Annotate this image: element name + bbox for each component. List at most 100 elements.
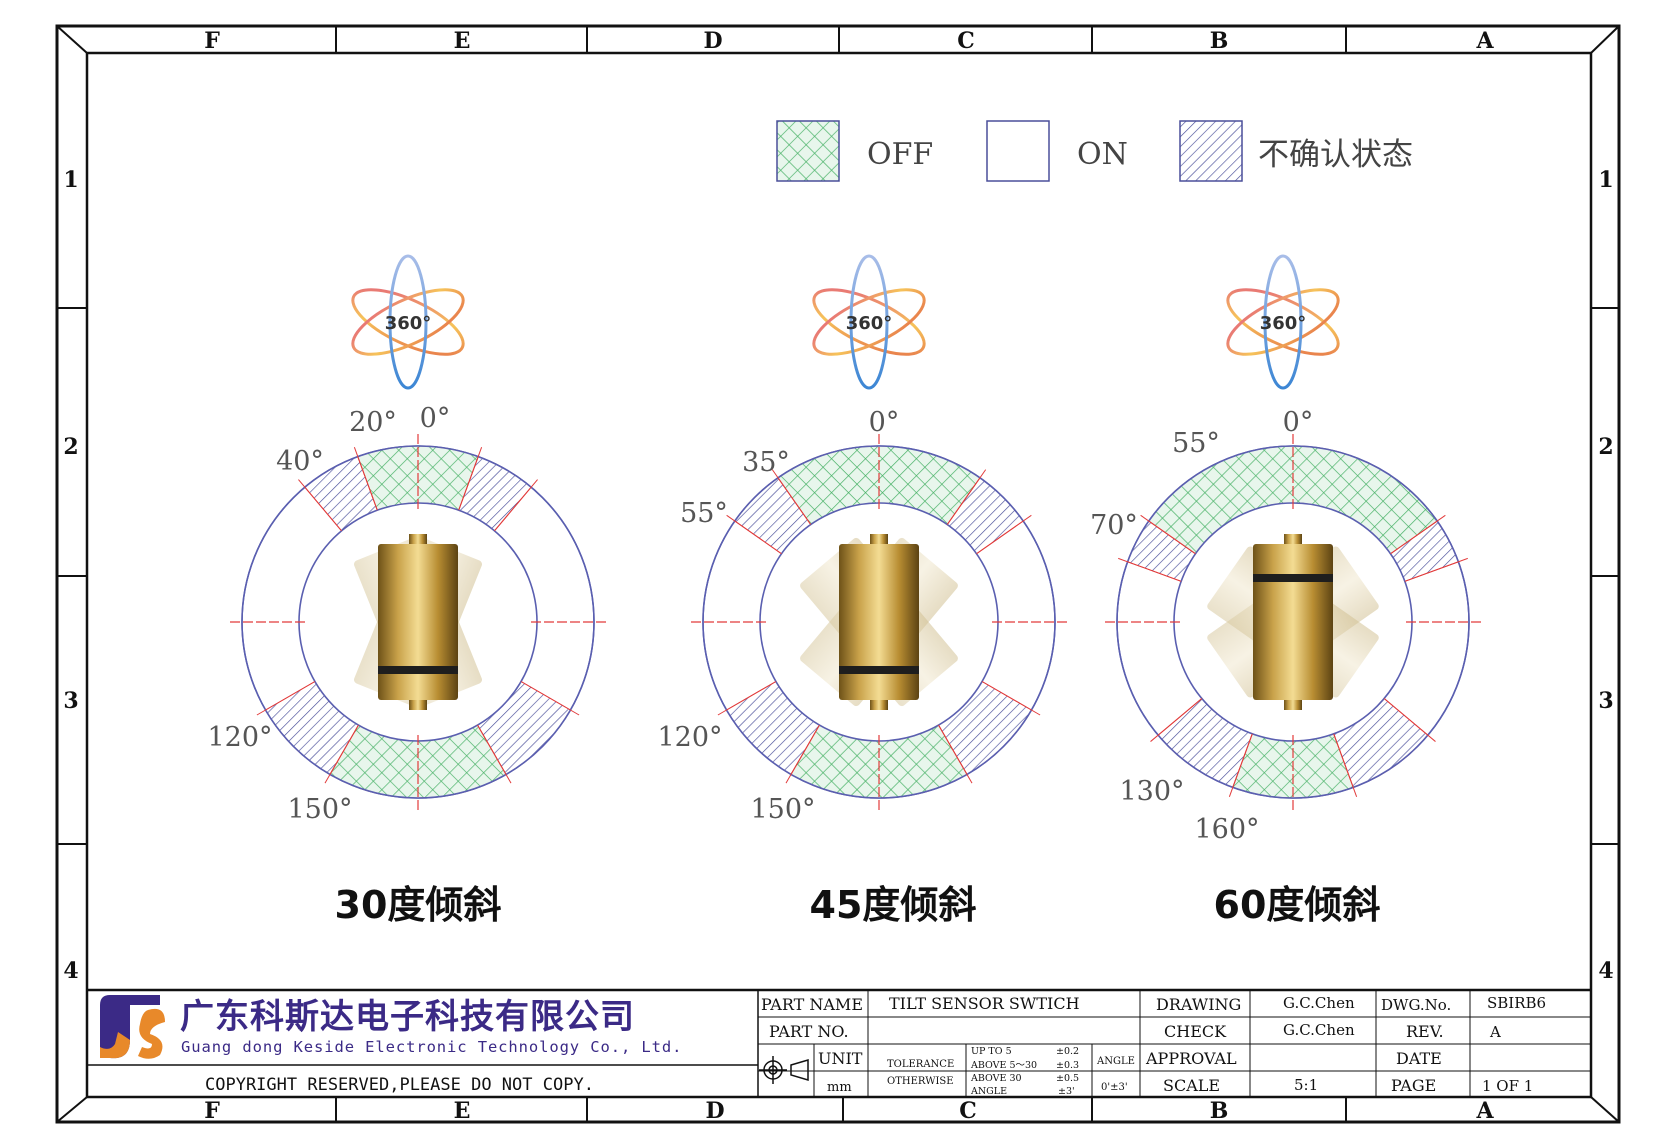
tilt-sensor [378,534,458,710]
legend-on-label: ON [1077,137,1128,172]
legend: OFF ON 不确认状态 [776,120,1413,182]
diagram-caption: 30度倾斜 [335,883,502,927]
rev-value: A [1489,1023,1501,1041]
boundary-tick [785,724,820,784]
boundary-tick [353,447,378,511]
tilt-diagrams: 20° 0° 40° 120° 150° 360° 0° 35° 55° 120° 150° 360°… [207,254,1483,845]
boundary-tick [1333,733,1358,797]
legend-on-swatch [986,120,1050,182]
column-letter-top: D [703,28,722,54]
tolerance-above-30-value: ±0.5 [1056,1073,1079,1084]
row-number-right: 3 [1598,688,1613,714]
column-letter-bottom: D [705,1098,724,1124]
rotation-360-icon: 360° [812,254,926,390]
rotation-360-label: 360° [1260,313,1307,334]
rotation-360-label: 360° [846,313,893,334]
boundary-tick [1140,514,1196,555]
boundary-tick [946,469,987,525]
angle-label: 0° [420,403,451,434]
otherwise-label: OTHERWISE [887,1076,954,1087]
tilt-diagram: 0° 35° 55° 120° 150° 360° [657,254,1069,825]
column-letter-bottom: F [204,1098,220,1124]
angle-value: 0'±3' [1101,1082,1128,1093]
boundary-tick [1228,733,1253,797]
part-name-value: TILT SENSOR SWTICH [889,994,1080,1013]
legend-off-swatch [776,120,840,182]
company-logo [100,995,165,1059]
company-name-cn: 广东科斯达电子科技有限公司 [180,997,635,1037]
angle-label: 20° [349,407,397,438]
angle-label: ANGLE [1096,1056,1135,1067]
boundary-tick [477,724,512,784]
angle-label: 55° [680,498,728,529]
boundary-tick [256,681,316,716]
legend-uncertain-swatch [1179,120,1243,182]
boundary-tick [771,469,812,525]
outer-ring-outline [702,445,1056,799]
sensor-band [378,666,458,674]
unit-label: UNIT [818,1049,863,1068]
angle-label: 160° [1194,814,1259,845]
legend-uncertain-label: 不确认状态 [1258,137,1413,173]
tilt-diagram: 20° 0° 40° 120° 150° 360° [207,254,608,825]
drawing-by: G.C.Chen [1283,994,1355,1012]
sensor-band [839,666,919,674]
unit-value: mm [827,1080,852,1095]
angle-label: 40° [276,446,324,477]
tolerance-angle: ANGLE [970,1086,1007,1097]
tolerance-up-to-value: ±0.2 [1056,1046,1079,1057]
column-letter-top: C [957,28,975,54]
dwg-no-label: DWG.No. [1381,996,1451,1014]
row-number-left: 2 [63,434,78,460]
boundary-tick [458,447,483,511]
boundary-tick [1118,557,1182,582]
legend-off-label: OFF [867,137,933,172]
angle-label: 130° [1119,776,1184,807]
check-label: CHECK [1164,1022,1227,1041]
rotation-360-label: 360° [385,313,432,334]
boundary-tick [324,724,359,784]
boundary-tick [726,514,782,555]
sensor-band [1253,574,1333,582]
rotation-360-icon: 360° [351,254,465,390]
tilt-sensor [1253,534,1333,710]
outer-ring-outline [1116,445,1470,799]
column-letter-top: F [204,28,220,54]
row-number-right: 2 [1598,434,1613,460]
column-letter-bottom: E [454,1098,471,1124]
angle-label: 120° [657,722,722,753]
boundary-tick [976,514,1032,555]
angle-label: 70° [1090,510,1138,541]
column-letter-bottom: C [959,1098,977,1124]
page-value: 1 OF 1 [1482,1077,1533,1095]
title-block [87,988,1591,1097]
page-label: PAGE [1391,1076,1436,1095]
angle-label: 35° [742,447,790,478]
row-number-left: 1 [63,167,78,193]
boundary-tick [1150,698,1203,742]
column-letter-bottom: B [1210,1098,1229,1124]
diagram-caption: 45度倾斜 [810,883,977,927]
boundary-tick [1390,514,1446,555]
tolerance-up-to: UP TO 5 [971,1046,1012,1057]
boundary-tick [494,479,538,532]
tilt-sensor [839,534,919,710]
boundary-tick [1404,557,1468,582]
outer-ring-outline [241,445,595,799]
row-number-right: 1 [1598,167,1613,193]
angle-label: 120° [207,722,272,753]
projection-symbol-icon [759,1056,809,1084]
approval-label: APPROVAL [1145,1049,1237,1068]
rotation-360-icon: 360° [1226,254,1340,390]
tolerance-angle-value: ±3' [1058,1086,1075,1097]
part-name-label: PART NAME [761,995,863,1014]
column-letter-top: B [1210,28,1229,54]
row-number-left: 3 [63,688,78,714]
angle-label: 150° [287,794,352,825]
column-letter-top: A [1475,28,1494,54]
check-by: G.C.Chen [1283,1021,1355,1039]
dwg-no-value: SBIRB6 [1487,994,1546,1012]
tolerance-above-5: ABOVE 5～30 [970,1060,1037,1071]
angle-label: 0° [869,407,900,438]
